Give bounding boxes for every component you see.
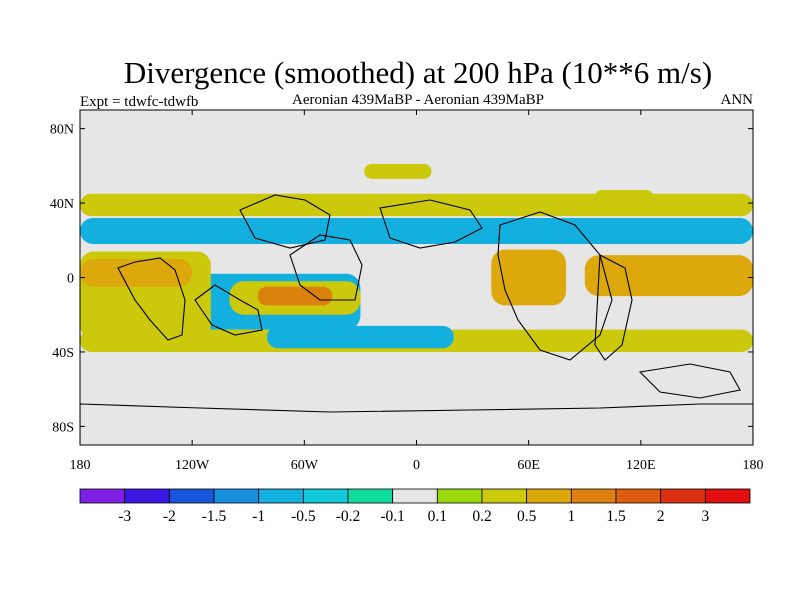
x-tick-label: 0 bbox=[413, 458, 420, 473]
x-tick-label: 180 bbox=[70, 458, 91, 473]
colorbar-swatch bbox=[168, 488, 215, 504]
coastline bbox=[194, 284, 263, 336]
colorbar-swatch bbox=[570, 488, 617, 504]
colorbar-label: -1 bbox=[252, 508, 265, 525]
colorbar-swatch bbox=[213, 488, 260, 504]
coastline bbox=[80, 403, 753, 445]
y-tick-label: 40N bbox=[50, 197, 74, 212]
colorbar-label: -0.1 bbox=[380, 508, 405, 525]
colorbar-label: -2 bbox=[163, 508, 176, 525]
y-tick-label: 0 bbox=[67, 272, 74, 287]
colorbar-swatch bbox=[124, 488, 170, 504]
experiment-label: Expt = tdwfc-tdwfb bbox=[80, 94, 198, 110]
colorbar-swatch bbox=[79, 488, 126, 504]
colorbar-swatch bbox=[436, 488, 483, 504]
colorbar-label: -0.2 bbox=[336, 508, 361, 525]
y-tick-label: 80N bbox=[50, 123, 74, 138]
x-tick-label: 60E bbox=[517, 458, 540, 473]
coastline bbox=[594, 254, 633, 361]
contour-regions bbox=[80, 163, 753, 445]
coastline bbox=[638, 363, 741, 399]
x-tick-label: 180 bbox=[743, 458, 764, 473]
x-tick-label: 120E bbox=[626, 458, 656, 473]
contour-region bbox=[257, 286, 333, 306]
colorbar-swatch bbox=[481, 488, 528, 504]
map-plot-area bbox=[80, 110, 753, 445]
colorbar-label: -1.5 bbox=[202, 508, 227, 525]
x-tick-label: 60W bbox=[291, 458, 319, 473]
colorbar-label: 2 bbox=[657, 508, 665, 525]
colorbar-label: 0.1 bbox=[428, 508, 447, 525]
y-tick-label: 40S bbox=[52, 346, 74, 361]
colorbar-swatch bbox=[347, 488, 394, 504]
colorbar-label: 1.5 bbox=[606, 508, 626, 525]
colorbar-swatch bbox=[258, 488, 304, 504]
coastline bbox=[117, 257, 186, 341]
coastline bbox=[497, 211, 613, 361]
colorbar: -3 -2 -1.5 -1 -0.5 -0.2 -0.1 0.1 0.2 0.5 1 1.5 2 3 bbox=[79, 488, 751, 525]
x-tick-label: 120W bbox=[175, 458, 210, 473]
contour-region bbox=[364, 163, 432, 179]
coastline bbox=[289, 234, 363, 301]
season-label: ANN bbox=[721, 92, 754, 108]
y-tick-label: 80S bbox=[52, 420, 74, 435]
chart-title: Divergence (smoothed) at 200 hPa (10**6 … bbox=[124, 55, 712, 90]
contour-region bbox=[584, 255, 753, 297]
colorbar-label: 0.5 bbox=[517, 508, 537, 525]
contour-region bbox=[80, 258, 193, 287]
colorbar-label: 1 bbox=[567, 508, 575, 525]
colorbar-label: -3 bbox=[118, 508, 131, 525]
colorbar-swatch bbox=[704, 488, 751, 504]
contour-region bbox=[80, 217, 753, 244]
map-axes: 180 120W 60W 0 60E 120E 180 80N 40N 0 40S 80S bbox=[50, 109, 764, 473]
colorbar-swatch bbox=[660, 488, 706, 504]
colorbar-label: -0.5 bbox=[291, 508, 316, 525]
coastline bbox=[379, 199, 483, 249]
coastline bbox=[239, 194, 331, 249]
colorbar-label: 3 bbox=[701, 508, 709, 525]
colorbar-swatch bbox=[526, 488, 572, 504]
contour-region bbox=[80, 193, 753, 217]
colorbar-swatch bbox=[392, 488, 438, 504]
period-label: Aeronian 439MaBP - Aeronian 439MaBP bbox=[292, 92, 544, 108]
contour-region bbox=[491, 249, 567, 306]
colorbar-swatch bbox=[302, 488, 349, 504]
colorbar-swatch bbox=[615, 488, 662, 504]
colorbar-label: 0.2 bbox=[472, 508, 491, 525]
contour-region bbox=[266, 325, 454, 349]
